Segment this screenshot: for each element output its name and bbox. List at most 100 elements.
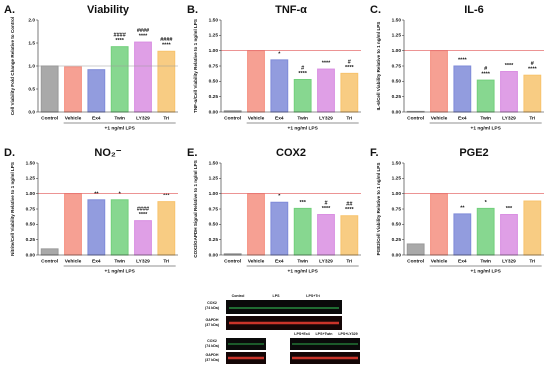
western-blot: Control LPS LPS+Tri COX2 (74 kDa) GAPDH … xyxy=(205,294,360,364)
bar xyxy=(134,41,152,113)
y-axis-label: TNF-α/Cell Viability Relative to 1 ng/ml… xyxy=(193,19,198,113)
significance-label: # xyxy=(348,59,351,65)
y-tick-label: 0.25 xyxy=(209,237,219,243)
blot-row-label: GAPDH xyxy=(206,353,219,357)
x-tick-label: Control xyxy=(224,258,241,264)
y-tick-label: 1.25 xyxy=(392,33,402,39)
bar xyxy=(293,207,312,256)
group-label: +1 ng/ml LPS xyxy=(288,125,319,131)
panel-letter: A. xyxy=(4,4,15,16)
y-tick-label: 1.50 xyxy=(392,160,402,166)
significance-label: **** xyxy=(458,57,467,63)
x-tick-label: Tri xyxy=(346,258,352,264)
bar xyxy=(40,248,59,256)
bar xyxy=(406,243,425,256)
x-tick-label: Control xyxy=(41,115,58,121)
y-tick-label: 0.50 xyxy=(392,222,402,228)
bar xyxy=(270,201,289,256)
x-tick-label: LY329 xyxy=(136,115,150,121)
significance-label: **** xyxy=(345,207,354,213)
y-tick-label: 1.00 xyxy=(209,48,219,54)
bar xyxy=(270,59,289,113)
x-tick-label: Twin xyxy=(297,115,308,121)
significance-label: **** xyxy=(115,38,124,44)
y-tick-label: 0.75 xyxy=(392,206,402,212)
x-tick-label: Twin xyxy=(480,258,491,264)
panel-letter: F. xyxy=(370,147,379,159)
panel-letter: D. xyxy=(4,147,15,159)
significance-label: ** xyxy=(94,191,99,197)
bar xyxy=(247,193,265,256)
significance-label: **** xyxy=(139,34,148,40)
x-tick-label: Control xyxy=(407,258,424,264)
y-tick-label: 1.25 xyxy=(26,176,36,182)
y-tick-label: 0.25 xyxy=(392,94,402,100)
x-tick-label: Ex4 xyxy=(92,258,101,264)
bar xyxy=(523,200,542,256)
y-tick-label: 1.00 xyxy=(392,48,402,54)
y-tick-label: 0.25 xyxy=(392,237,402,243)
significance-label: #### xyxy=(114,33,126,39)
x-tick-label: Tri xyxy=(529,258,535,264)
chart-title: Viability xyxy=(87,4,130,16)
bar xyxy=(87,69,106,113)
y-tick-label: 0.75 xyxy=(26,206,36,212)
lane-label: LPS xyxy=(273,294,281,298)
bar xyxy=(340,215,359,256)
significance-label: **** xyxy=(528,67,537,73)
significance-label: # xyxy=(531,61,534,67)
bar xyxy=(64,193,82,256)
significance-label: **** xyxy=(505,63,514,69)
bar xyxy=(500,71,518,113)
group-label: +1 ng/ml LPS xyxy=(105,268,136,274)
panel-letter: C. xyxy=(370,4,381,16)
significance-label: **** xyxy=(298,71,307,77)
y-tick-label: 1.25 xyxy=(392,176,402,182)
significance-label: **** xyxy=(322,61,331,67)
x-tick-label: Tri xyxy=(163,258,169,264)
y-tick-label: 0.25 xyxy=(26,237,36,243)
x-tick-label: Twin xyxy=(297,258,308,264)
x-tick-label: Twin xyxy=(480,115,491,121)
y-tick-label: 0.00 xyxy=(392,252,402,258)
y-tick-label: 0.25 xyxy=(209,94,219,100)
x-tick-label: LY329 xyxy=(319,258,333,264)
significance-label: **** xyxy=(322,206,331,212)
significance-label: * xyxy=(278,194,281,200)
y-tick-label: 1.25 xyxy=(209,176,219,182)
x-tick-label: Ex4 xyxy=(92,115,101,121)
y-axis-label: Cell Viability Fold Change Relative to C… xyxy=(10,17,15,115)
bar xyxy=(340,72,359,113)
bar xyxy=(476,79,495,113)
group-label: +1 ng/ml LPS xyxy=(471,268,502,274)
x-tick-label: LY329 xyxy=(502,115,516,121)
y-tick-label: 1.00 xyxy=(26,191,36,197)
chart-title: COX2 xyxy=(276,147,306,159)
bar xyxy=(523,74,542,113)
bar xyxy=(110,199,129,256)
x-tick-label: Tri xyxy=(163,115,169,121)
bar xyxy=(110,46,129,113)
significance-label: ## xyxy=(346,202,352,208)
blot-row-label: COX2 xyxy=(207,301,217,305)
significance-label: *** xyxy=(299,200,306,206)
significance-label: * xyxy=(119,191,122,197)
x-tick-label: Vehicle xyxy=(248,115,265,121)
x-tick-label: Tri xyxy=(346,115,352,121)
blot-row-label: (37 kDa) xyxy=(205,358,220,362)
y-axis-label: IL-6/Cell Viability Relative to 1 ng/ml … xyxy=(376,22,381,111)
y-tick-label: 0.75 xyxy=(209,63,219,69)
significance-label: *** xyxy=(506,206,513,212)
significance-label: * xyxy=(278,51,281,57)
lane-label: LPS+Ex4 xyxy=(294,332,309,336)
bar xyxy=(317,214,335,256)
lane-label: Control xyxy=(232,294,245,298)
significance-label: # xyxy=(484,66,487,72)
y-tick-label: 0.0 xyxy=(28,109,35,115)
significance-label: ** xyxy=(460,205,465,211)
chart-title: PGE2 xyxy=(459,147,488,159)
significance-label: * xyxy=(485,200,488,206)
x-tick-label: LY329 xyxy=(136,258,150,264)
group-label: +1 ng/ml LPS xyxy=(105,125,136,131)
y-tick-label: 1.50 xyxy=(209,17,219,23)
